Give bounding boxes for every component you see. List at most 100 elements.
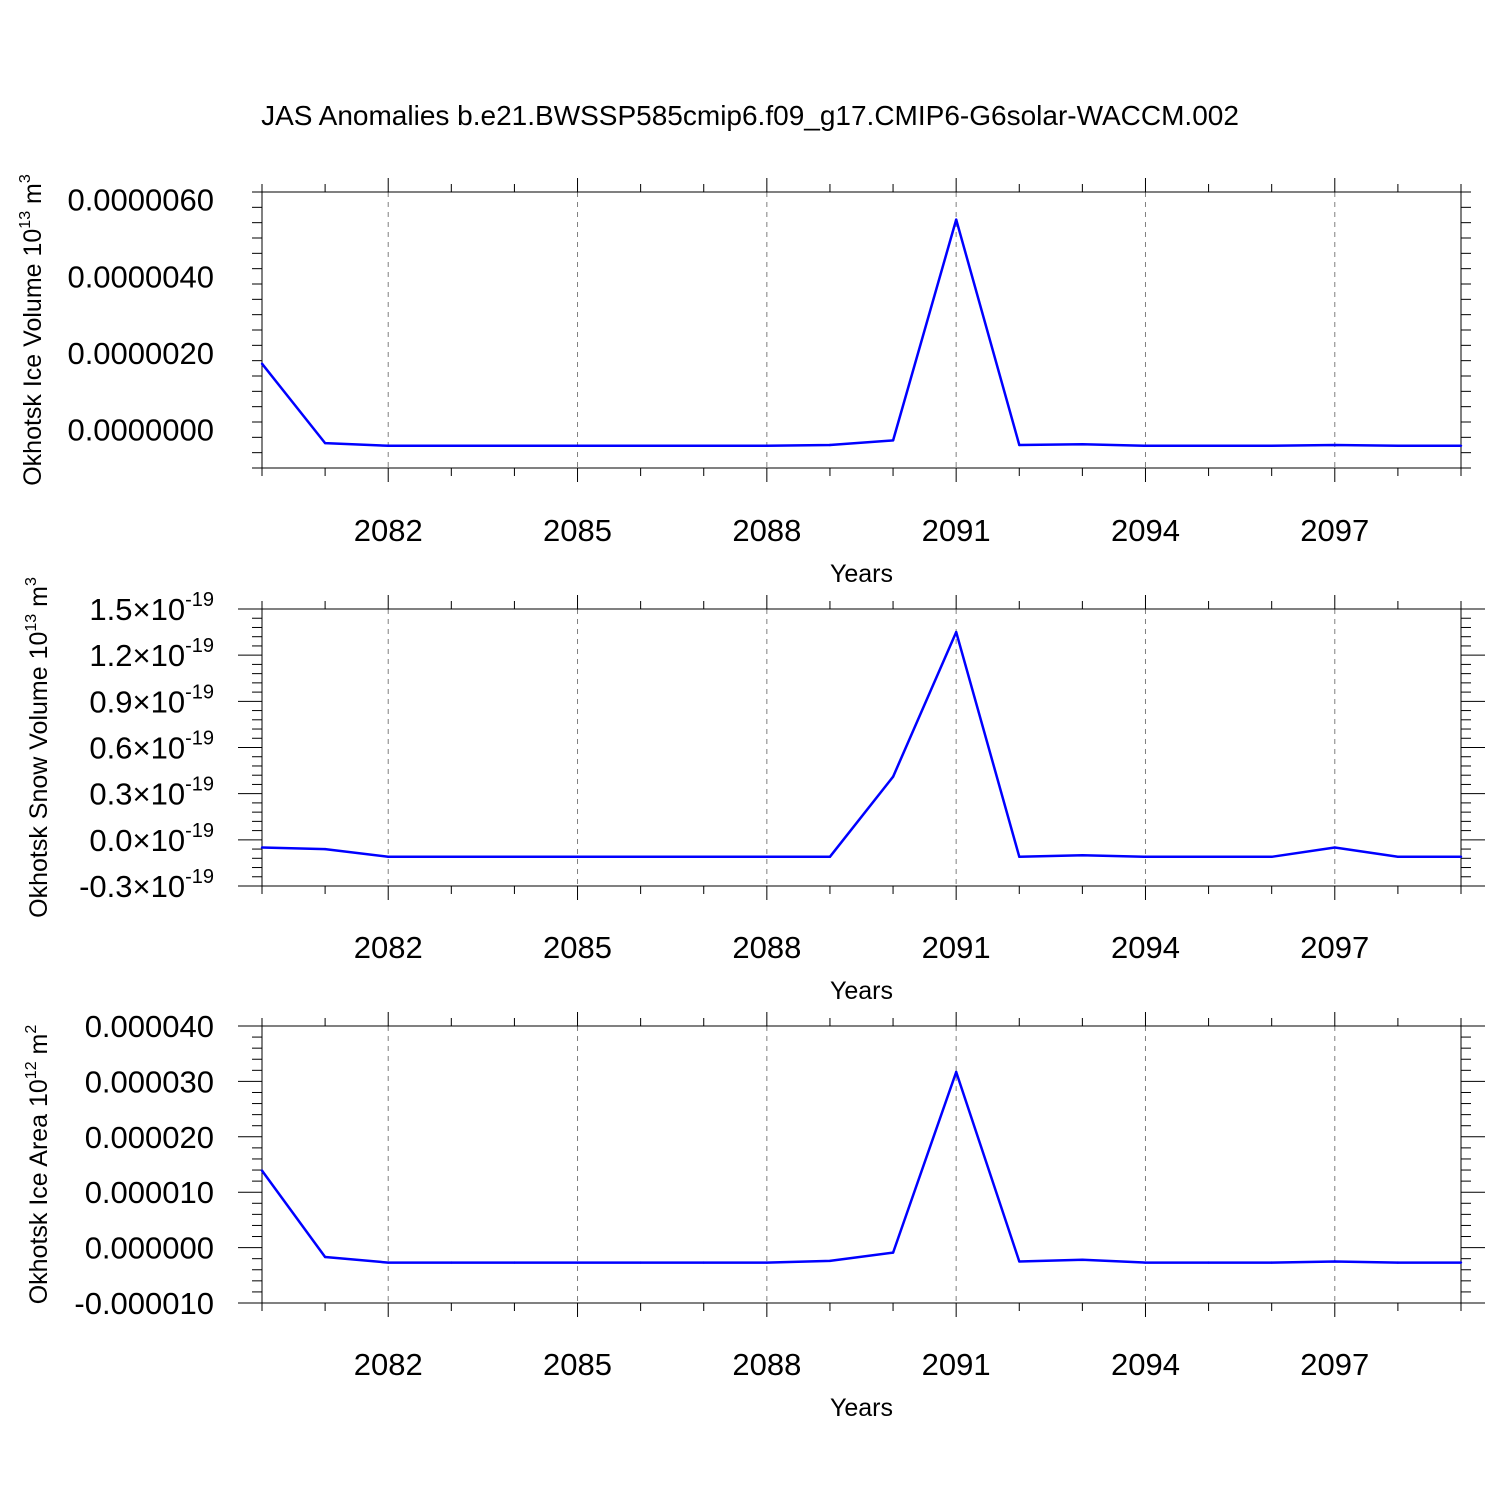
data-point [702, 1261, 705, 1264]
y-tick-label: 0.0000000 [67, 413, 214, 448]
x-tick-label: 2094 [1111, 513, 1180, 548]
plot-frame [261, 1025, 1462, 1304]
y-tick-times: ×10 [133, 592, 186, 627]
data-point [1396, 855, 1400, 858]
data-point [1081, 1258, 1084, 1261]
y-tick-times: ×10 [133, 777, 186, 812]
chart-panel-1: 2082 2085 2088 2091 2094 2097 Years 0.0000060 0.… [17, 174, 1471, 588]
y-tick-label: 1.5×10-19 [89, 589, 214, 627]
x-tick-label: 2085 [543, 930, 612, 965]
data-point [323, 847, 327, 851]
data-point [828, 855, 832, 858]
y-tick-label: 0.0000060 [67, 183, 214, 218]
data-point [1018, 1260, 1021, 1263]
data-point [1333, 443, 1336, 447]
x-tick-label: 2085 [543, 513, 612, 548]
y-axis-title: Okhotsk Ice Area 1012 m2 [23, 1025, 53, 1305]
x-tick-label: 2082 [354, 1347, 423, 1382]
y-tick-times: ×10 [133, 869, 186, 904]
data-point [450, 444, 453, 447]
y-tick-exponent: -19 [185, 820, 214, 842]
data-point [513, 1261, 516, 1264]
y-tick-label: 0.9×10-19 [89, 681, 214, 719]
y-tick-label: 0.0000020 [67, 336, 214, 371]
y-tick-exponent: -19 [185, 635, 214, 657]
y-tick-mantissa: 0.6 [89, 731, 132, 766]
data-point [891, 1251, 895, 1254]
series-line [260, 1070, 1461, 1264]
plot-frame [261, 608, 1462, 887]
y-tick-label: 0.6×10-19 [89, 728, 214, 766]
data-point [450, 1261, 453, 1264]
x-tick-label: 2091 [922, 1347, 991, 1382]
data-point [260, 1169, 264, 1172]
data-point [387, 855, 390, 858]
y-tick-label: 0.000010 [85, 1175, 214, 1210]
data-point [1270, 855, 1273, 858]
y-axis-title: Okhotsk Ice Volume 1013 m3 [17, 174, 47, 486]
data-point [1333, 1260, 1336, 1263]
data-point [891, 775, 895, 778]
y-tick-label: -0.3×10-19 [79, 866, 214, 904]
data-point [639, 855, 642, 858]
data-point [1144, 855, 1147, 858]
y-tick-exponent: -19 [185, 866, 214, 888]
y-tick-exponent: -19 [185, 589, 214, 611]
y-tick-times: ×10 [133, 638, 186, 673]
data-point [891, 439, 895, 442]
y-tick-mantissa: 0.9 [89, 684, 132, 719]
data-point [954, 630, 958, 634]
data-point [765, 1261, 769, 1264]
data-point [639, 1261, 642, 1264]
data-point [765, 855, 769, 858]
y-tick-exponent: -19 [185, 728, 214, 750]
y-tick-label: 0.3×10-19 [89, 774, 214, 812]
data-point [702, 855, 705, 858]
data-point [1207, 1261, 1210, 1264]
y-tick-mantissa: 0.3 [89, 777, 132, 812]
data-point [828, 443, 832, 447]
x-tick-label: 2091 [922, 513, 991, 548]
data-point [1333, 846, 1336, 849]
chart-panel-3: 2082 2085 2088 2091 2094 2097 Years 0.000040 0.0… [23, 1009, 1485, 1422]
y-tick-mantissa: -0.3 [79, 869, 132, 904]
data-point [576, 444, 579, 447]
x-axis-title: Years [830, 560, 893, 588]
x-axis-title: Years [830, 977, 893, 1005]
data-point [1459, 855, 1463, 858]
x-tick-label: 2091 [922, 930, 991, 965]
data-point [323, 1255, 327, 1259]
data-point [1144, 1261, 1147, 1264]
data-point [1081, 443, 1084, 446]
y-tick-label: 0.000000 [85, 1231, 214, 1266]
data-point [1207, 444, 1210, 447]
data-point [1207, 855, 1210, 858]
y-tick-label: -0.000010 [74, 1286, 214, 1321]
y-axis-title: Okhotsk Snow Volume 1013 m3 [23, 577, 53, 918]
chart-title: JAS Anomalies b.e21.BWSSP585cmip6.f09_g1… [261, 100, 1239, 131]
y-tick-label: 0.000020 [85, 1120, 214, 1155]
data-point [828, 1259, 832, 1263]
x-tick-label: 2082 [354, 513, 423, 548]
x-tick-label: 2085 [543, 1347, 612, 1382]
data-point [387, 444, 390, 447]
y-tick-times: ×10 [133, 684, 186, 719]
x-tick-label: 2097 [1300, 513, 1369, 548]
x-tick-label: 2097 [1300, 930, 1369, 965]
data-point [513, 855, 516, 858]
y-tick-times: ×10 [133, 731, 186, 766]
x-tick-label: 2088 [732, 930, 801, 965]
y-tick-mantissa: 0.0 [89, 823, 132, 858]
y-tick-label: 1.2×10-19 [89, 635, 214, 673]
data-point [450, 855, 453, 858]
data-point [702, 444, 705, 447]
chart-panel-2: 2082 2085 2088 2091 2094 2097Years1.5×10-191.… [23, 577, 1485, 1005]
series-line [261, 218, 1461, 448]
x-tick-label: 2088 [732, 1347, 801, 1382]
data-point [1018, 443, 1021, 447]
data-point [1144, 444, 1147, 447]
x-axis-title: Years [830, 1394, 893, 1422]
y-tick-label: 0.0000040 [67, 259, 214, 294]
data-point [576, 855, 579, 858]
